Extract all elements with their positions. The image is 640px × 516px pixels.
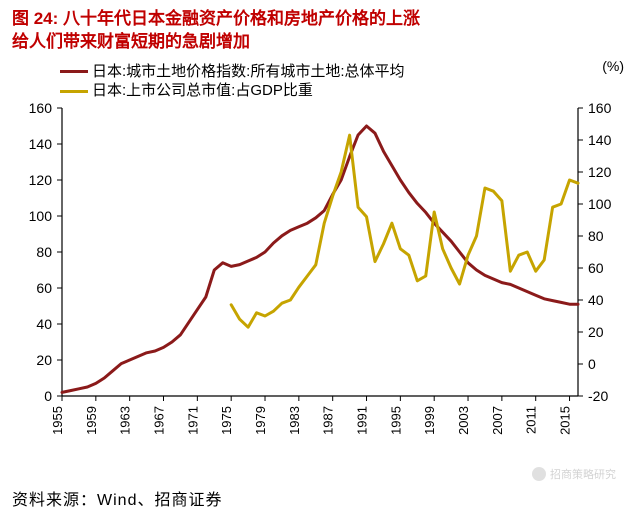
svg-text:160: 160	[588, 100, 612, 116]
svg-text:100: 100	[29, 208, 53, 224]
svg-text:80: 80	[36, 244, 52, 260]
svg-text:2003: 2003	[456, 406, 471, 435]
svg-text:40: 40	[36, 316, 52, 332]
watermark-text: 招商策略研究	[550, 466, 616, 482]
svg-text:60: 60	[588, 260, 604, 276]
svg-text:1999: 1999	[422, 406, 437, 435]
figure-title-line2: 给人们带来财富短期的急剧增加	[12, 31, 628, 54]
legend-item-1: 日本:城市土地价格指数:所有城市土地:总体平均	[60, 62, 640, 82]
legend-label-2: 日本:上市公司总市值:占GDP比重	[92, 81, 313, 101]
svg-text:-20: -20	[588, 388, 608, 404]
chart-header: 图 24: 八十年代日本金融资产价格和房地产价格的上涨 给人们带来财富短期的急剧…	[0, 0, 640, 60]
legend-item-2: 日本:上市公司总市值:占GDP比重	[60, 81, 640, 101]
svg-text:1967: 1967	[152, 406, 167, 435]
svg-text:120: 120	[588, 164, 612, 180]
svg-text:2007: 2007	[490, 406, 505, 435]
svg-text:2011: 2011	[524, 406, 539, 434]
svg-text:1959: 1959	[84, 406, 99, 435]
svg-text:160: 160	[29, 100, 53, 116]
svg-text:40: 40	[588, 292, 604, 308]
svg-text:1983: 1983	[287, 406, 302, 435]
source-text: Wind、招商证券	[97, 492, 222, 509]
svg-text:20: 20	[36, 352, 52, 368]
svg-text:140: 140	[588, 132, 612, 148]
svg-text:1963: 1963	[118, 406, 133, 435]
svg-text:140: 140	[29, 136, 53, 152]
svg-text:1955: 1955	[50, 406, 65, 435]
svg-text:1971: 1971	[185, 406, 200, 435]
figure-label: 图 24:	[12, 9, 58, 28]
legend: 日本:城市土地价格指数:所有城市土地:总体平均 日本:上市公司总市值:占GDP比…	[0, 60, 640, 101]
title-text-1: 八十年代日本金融资产价格和房地产价格的上涨	[63, 9, 420, 28]
svg-text:1995: 1995	[388, 406, 403, 435]
svg-text:1979: 1979	[253, 406, 268, 435]
source-line: 资料来源：Wind、招商证券	[12, 486, 222, 510]
svg-text:120: 120	[29, 172, 53, 188]
legend-swatch-1	[60, 70, 88, 73]
y-right-unit-label: (%)	[602, 58, 624, 74]
legend-label-1: 日本:城市土地价格指数:所有城市土地:总体平均	[92, 62, 405, 82]
legend-swatch-2	[60, 90, 88, 93]
svg-text:100: 100	[588, 196, 612, 212]
watermark: 招商策略研究	[532, 466, 616, 482]
watermark-icon	[532, 467, 546, 481]
svg-text:0: 0	[588, 356, 596, 372]
svg-text:1991: 1991	[355, 406, 370, 435]
svg-text:60: 60	[36, 280, 52, 296]
figure-title-line1: 图 24: 八十年代日本金融资产价格和房地产价格的上涨	[12, 8, 628, 31]
svg-text:2015: 2015	[558, 406, 573, 435]
svg-text:1987: 1987	[321, 406, 336, 435]
svg-text:20: 20	[588, 324, 604, 340]
source-prefix: 资料来源：	[12, 492, 97, 509]
chart-svg: 0 20 40 60 80 100 120 140 160 -20 0 20 40 60 80 100 120 1…	[0, 100, 640, 460]
svg-text:0: 0	[44, 388, 52, 404]
svg-text:80: 80	[588, 228, 604, 244]
chart-area: 0 20 40 60 80 100 120 140 160 -20 0 20 40 60 80 100 120 1…	[0, 100, 640, 460]
svg-text:1975: 1975	[219, 406, 234, 435]
